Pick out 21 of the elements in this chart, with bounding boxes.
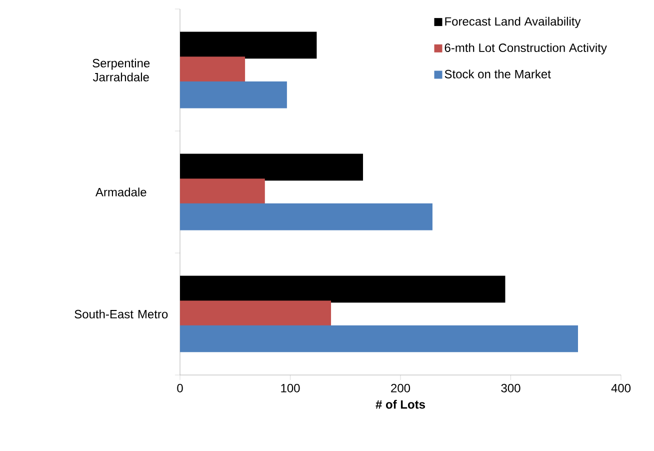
bar xyxy=(180,32,317,59)
y-tick-label: Serpentine Jarrahdale xyxy=(92,58,150,82)
bar xyxy=(180,56,246,84)
y-tick-label: Armadale xyxy=(95,188,146,196)
x-axis-title: # of Lots xyxy=(376,400,425,409)
legend-label: Stock on the Market xyxy=(444,70,551,78)
bar xyxy=(180,154,364,181)
bar xyxy=(180,325,578,352)
x-tick-label: 100 xyxy=(281,384,300,392)
legend-label: 6-mth Lot Construction Activity xyxy=(444,43,607,54)
legend-label: Forecast Land Availability xyxy=(445,16,581,28)
bar xyxy=(180,203,432,230)
x-tick-label: 0 xyxy=(177,384,183,392)
x-tick-label: 300 xyxy=(501,384,520,392)
y-tick-label: South-East Metro xyxy=(74,310,168,318)
x-tick-label: 400 xyxy=(611,384,631,392)
bar xyxy=(180,300,332,328)
bar xyxy=(180,276,506,303)
bar xyxy=(180,81,287,108)
x-tick-label: 200 xyxy=(391,384,410,392)
bar xyxy=(180,178,265,206)
